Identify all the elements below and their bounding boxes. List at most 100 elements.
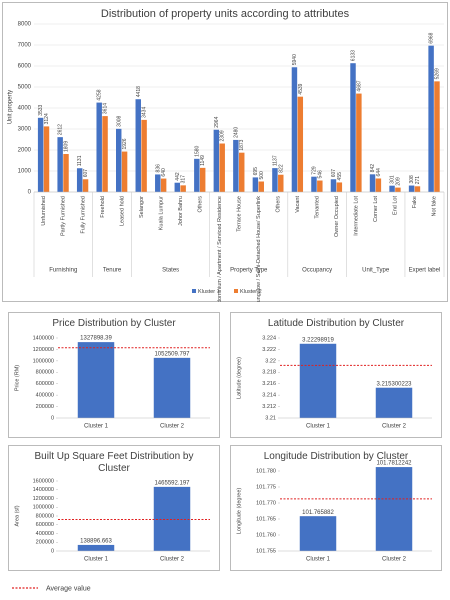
y-tick-label: 1000000 (33, 358, 54, 364)
y-tick-label: 400000 (36, 393, 54, 399)
y-tick-label: 3.216 (262, 381, 276, 387)
value-label: 2480 (233, 127, 239, 138)
y-tick-label: 4000 (18, 106, 32, 112)
value-label: 101.765882 (302, 510, 334, 516)
y-tick-label: 101.760 (256, 532, 276, 538)
y-tick-label: 6000 (18, 64, 32, 70)
y-tick-label: 800000 (36, 370, 54, 376)
value-label: 442 (175, 172, 181, 181)
value-label: 1465592.197 (154, 480, 190, 486)
value-label: 1926 (122, 138, 128, 149)
value-label: 822 (278, 164, 284, 173)
value-label: 640 (161, 168, 167, 177)
y-tick-label: 101.765 (256, 516, 276, 522)
y-tick-label: 5000 (18, 85, 32, 91)
y-tick-label: 1000 (18, 169, 32, 175)
bar (121, 151, 128, 192)
chart: Area (sf) 0 200000 400000 600000 800000 100000… (8, 445, 220, 571)
value-label: 455 (337, 172, 343, 181)
value-label: 1052509.797 (154, 351, 190, 357)
chart-title: Longitude Distribution by Cluster (263, 451, 409, 462)
x-tick-label: End Lot (393, 196, 399, 215)
x-tick-label: Owner Occupied (334, 196, 340, 237)
x-tick-label: Selangor (139, 196, 145, 218)
value-label: 5940 (292, 54, 298, 65)
x-tick-label: Fake (412, 196, 418, 208)
bar (57, 137, 63, 192)
y-tick-label: 3000 (18, 127, 32, 133)
y-tick-label: 400000 (36, 531, 54, 537)
bar (116, 128, 122, 192)
value-label: 500 (259, 171, 265, 180)
bar (317, 180, 323, 192)
y-axis-title: Price (RM) (14, 365, 20, 391)
value-label: 1873 (239, 139, 245, 150)
chart: Longitude (degree) 101.755 101.760 101.765 1… (230, 445, 442, 571)
y-tick-label: 101.780 (256, 468, 276, 474)
value-label: 1327898.39 (80, 336, 112, 342)
group-label: Expert label (409, 268, 441, 274)
value-label: 842 (370, 164, 376, 173)
bar (299, 343, 337, 418)
chart: Latitude (degree) 3.21 3.212 3.214 3.216 3.21… (230, 312, 442, 438)
value-label: 2612 (58, 124, 64, 135)
value-label: 4418 (136, 86, 142, 97)
value-label: 3.22298919 (302, 337, 334, 343)
y-tick-label: 3.222 (262, 347, 276, 353)
bar (76, 168, 83, 192)
value-label: 607 (331, 169, 337, 178)
y-tick-label: 101.770 (256, 500, 276, 506)
value-label: 138896.663 (80, 539, 112, 545)
value-label: 546 (317, 170, 323, 179)
group-label: Furnishing (49, 268, 77, 274)
bar (375, 178, 382, 192)
bar (199, 167, 206, 192)
chart-border (2, 2, 448, 302)
bar (414, 186, 421, 192)
y-tick-label: 0 (28, 190, 32, 196)
x-tick-label: Corner Lot (373, 196, 379, 222)
bar (194, 158, 200, 192)
chart-border (8, 445, 220, 571)
x-tick-label: Tenanted (315, 196, 321, 219)
y-axis-title: Latitude (degree) (236, 357, 242, 399)
bar (37, 117, 44, 192)
x-tick-label: Partly Furnished (61, 196, 67, 236)
bar (96, 102, 102, 192)
x-tick-label: Cluster 2 (160, 424, 185, 430)
value-label: 6968 (429, 32, 435, 43)
group-label: Unit_Type (362, 268, 390, 274)
value-label: 4258 (97, 89, 103, 100)
bar (141, 119, 147, 192)
y-tick-label: 1600000 (33, 478, 54, 484)
x-tick-label: Cluster 2 (160, 557, 185, 563)
x-tick-label: Cluster 1 (84, 424, 109, 430)
value-label: 3533 (38, 104, 44, 115)
x-tick-label: Cluster 2 (382, 557, 407, 563)
bar (311, 176, 317, 192)
value-label: 3434 (142, 107, 148, 118)
value-label: 1580 (194, 145, 200, 156)
bar (369, 174, 376, 192)
bar (135, 99, 141, 192)
y-tick-label: 1000000 (33, 505, 54, 511)
chart-title: Price Distribution by Cluster (52, 318, 176, 329)
legend-label: Average value (46, 585, 91, 592)
bar (408, 185, 415, 192)
value-label: 308 (409, 175, 415, 184)
group-label: Occupancy (302, 268, 332, 274)
legend: Average value (12, 585, 91, 592)
value-label: 1149 (200, 155, 206, 166)
bar (336, 182, 343, 192)
bar (272, 168, 278, 192)
bar (299, 516, 337, 551)
value-label: 729 (311, 166, 317, 175)
bar (375, 387, 413, 418)
bar (389, 185, 395, 192)
x-tick-label: Others (197, 196, 203, 213)
value-label: 209 (395, 177, 401, 186)
bar (77, 342, 115, 418)
y-tick-label: 3.224 (262, 335, 276, 341)
bar (153, 357, 191, 418)
